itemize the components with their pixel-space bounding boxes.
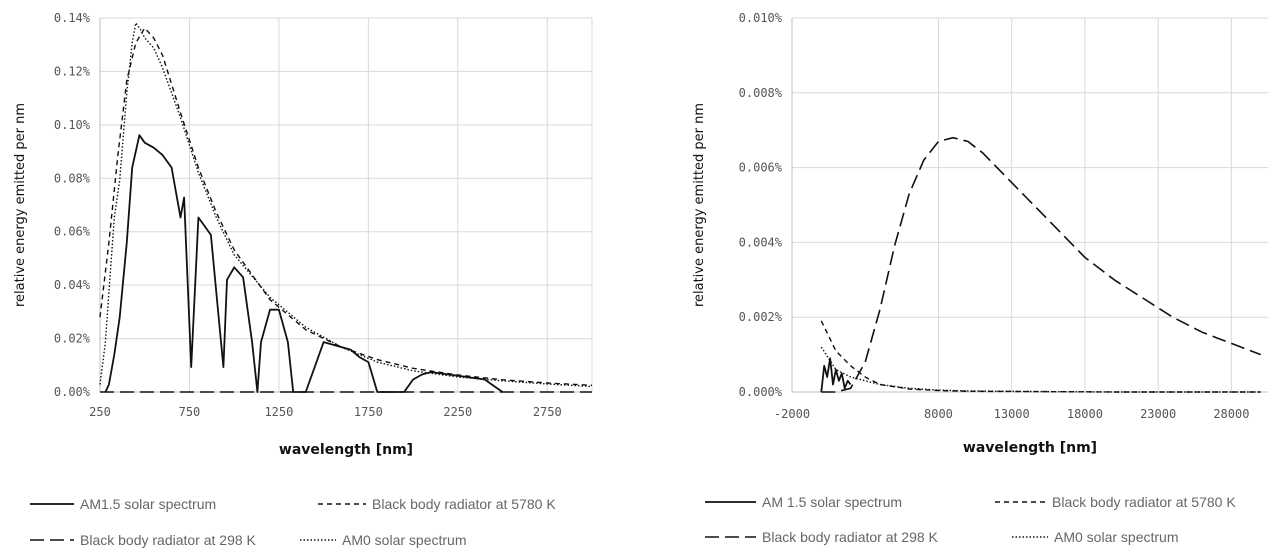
chart-visible-spectrum: 0.00% 0.02% 0.04% 0.06% 0.08% 0.10% 0.12% 0.14%… xyxy=(13,11,593,548)
y-axis-label: relative energy emitted per nm xyxy=(13,103,28,307)
x-tick-label: 23000 xyxy=(1140,407,1176,421)
y-tick-label: 0.02% xyxy=(54,332,91,346)
series-line-black-body-radiator-at-5780-k xyxy=(99,27,593,386)
y-tick-label: 0.004% xyxy=(739,235,783,249)
y-tick-label: 0.06% xyxy=(54,225,91,239)
x-tick-label: 28000 xyxy=(1213,407,1249,421)
series-line-am0-solar-spectrum xyxy=(820,346,1261,393)
legend-label: Black body radiator at 5780 K xyxy=(372,496,556,512)
series-line-black-body-radiator-at-298-k xyxy=(821,136,1261,393)
y-tick-label: 0.08% xyxy=(54,171,91,185)
y-tick-label: 0.00% xyxy=(54,385,91,399)
x-axis-label: wavelength [nm] xyxy=(279,442,413,458)
legend-label: Black body radiator at 298 K xyxy=(80,532,257,548)
legend-label: AM0 solar spectrum xyxy=(342,532,466,548)
x-tick-label: 1750 xyxy=(354,405,383,419)
chart-infrared-spectrum: 0.000% 0.002% 0.004% 0.006% 0.008% 0.010% -200… xyxy=(692,11,1268,545)
legend-label: AM 1.5 solar spectrum xyxy=(762,494,902,510)
series-line-am-1-5-solar-spectrum xyxy=(820,357,852,393)
y-tick-label: 0.010% xyxy=(739,11,783,25)
series-line-black-body-radiator-at-5780-k xyxy=(820,320,1261,393)
x-tick-label: 2250 xyxy=(443,405,472,419)
x-axis-label: wavelength [nm] xyxy=(963,440,1097,456)
x-tick-label: 250 xyxy=(89,405,111,419)
series-line-am0-solar-spectrum xyxy=(99,22,593,388)
series-line-am1-5-solar-spectrum xyxy=(104,134,504,393)
x-tick-label: -2000 xyxy=(774,407,810,421)
y-tick-label: 0.10% xyxy=(54,118,91,132)
x-tick-label: 750 xyxy=(179,405,201,419)
legend-label: Black body radiator at 298 K xyxy=(762,529,939,545)
y-tick-label: 0.14% xyxy=(54,11,91,25)
y-tick-label: 0.008% xyxy=(739,86,783,100)
y-axis-label: relative energy emitted per nm xyxy=(692,103,707,307)
y-tick-label: 0.000% xyxy=(739,385,783,399)
legend-label: AM0 solar spectrum xyxy=(1054,529,1178,545)
y-tick-label: 0.12% xyxy=(54,64,91,78)
x-tick-label: 2750 xyxy=(533,405,562,419)
x-tick-label: 8000 xyxy=(924,407,953,421)
x-tick-label: 13000 xyxy=(994,407,1030,421)
y-tick-label: 0.04% xyxy=(54,278,91,292)
x-tick-label: 1250 xyxy=(264,405,293,419)
legend-label: Black body radiator at 5780 K xyxy=(1052,494,1236,510)
y-tick-label: 0.006% xyxy=(739,161,783,175)
y-tick-label: 0.002% xyxy=(739,310,783,324)
legend-label: AM1.5 solar spectrum xyxy=(80,496,216,512)
x-tick-label: 18000 xyxy=(1067,407,1103,421)
